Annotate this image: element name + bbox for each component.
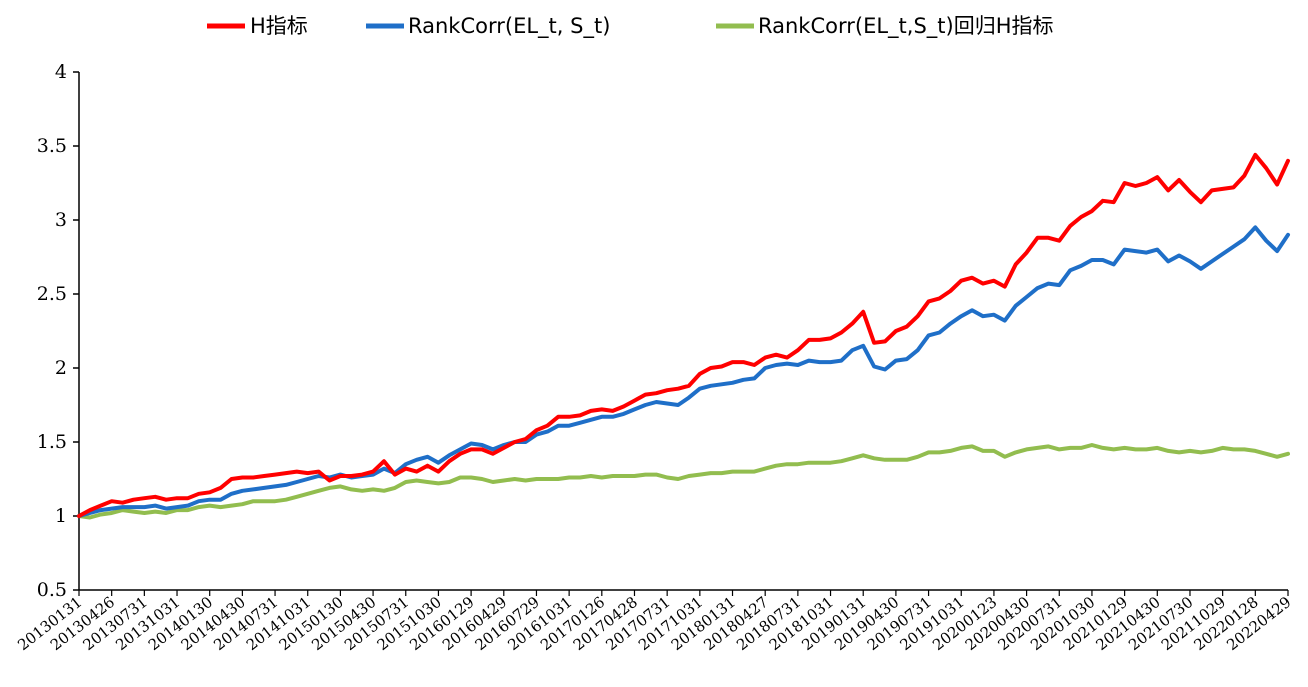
y-tick-label: 2.5 <box>37 283 67 305</box>
x-axis: 2013013120130426201307312013103120140130… <box>14 589 1294 654</box>
y-tick-label: 0.5 <box>37 579 67 601</box>
chart-legend: H指标 RankCorr(EL_t, S_t) RankCorr(EL_t,S_t)… <box>207 14 1054 39</box>
legend-label-1: RankCorr(EL_t, S_t) <box>408 14 610 39</box>
y-tick-label: 1.5 <box>37 431 67 453</box>
y-tick-label: 3.5 <box>37 135 67 157</box>
series-line-0 <box>77 152 1290 518</box>
legend-label-2: RankCorr(EL_t,S_t)回归H指标 <box>758 14 1054 39</box>
y-tick-label: 3 <box>55 209 67 231</box>
y-tick-label: 2 <box>55 357 67 379</box>
y-tick-label: 1 <box>55 505 67 527</box>
series-line-1 <box>77 225 1290 518</box>
y-axis: 0.5 1 1.5 2 2.5 3 3.5 4 <box>37 61 80 601</box>
series-line-2 <box>77 443 1290 520</box>
y-tick-label: 4 <box>55 61 67 83</box>
plot-lines <box>77 152 1290 520</box>
legend-label-0: H指标 <box>250 14 308 38</box>
